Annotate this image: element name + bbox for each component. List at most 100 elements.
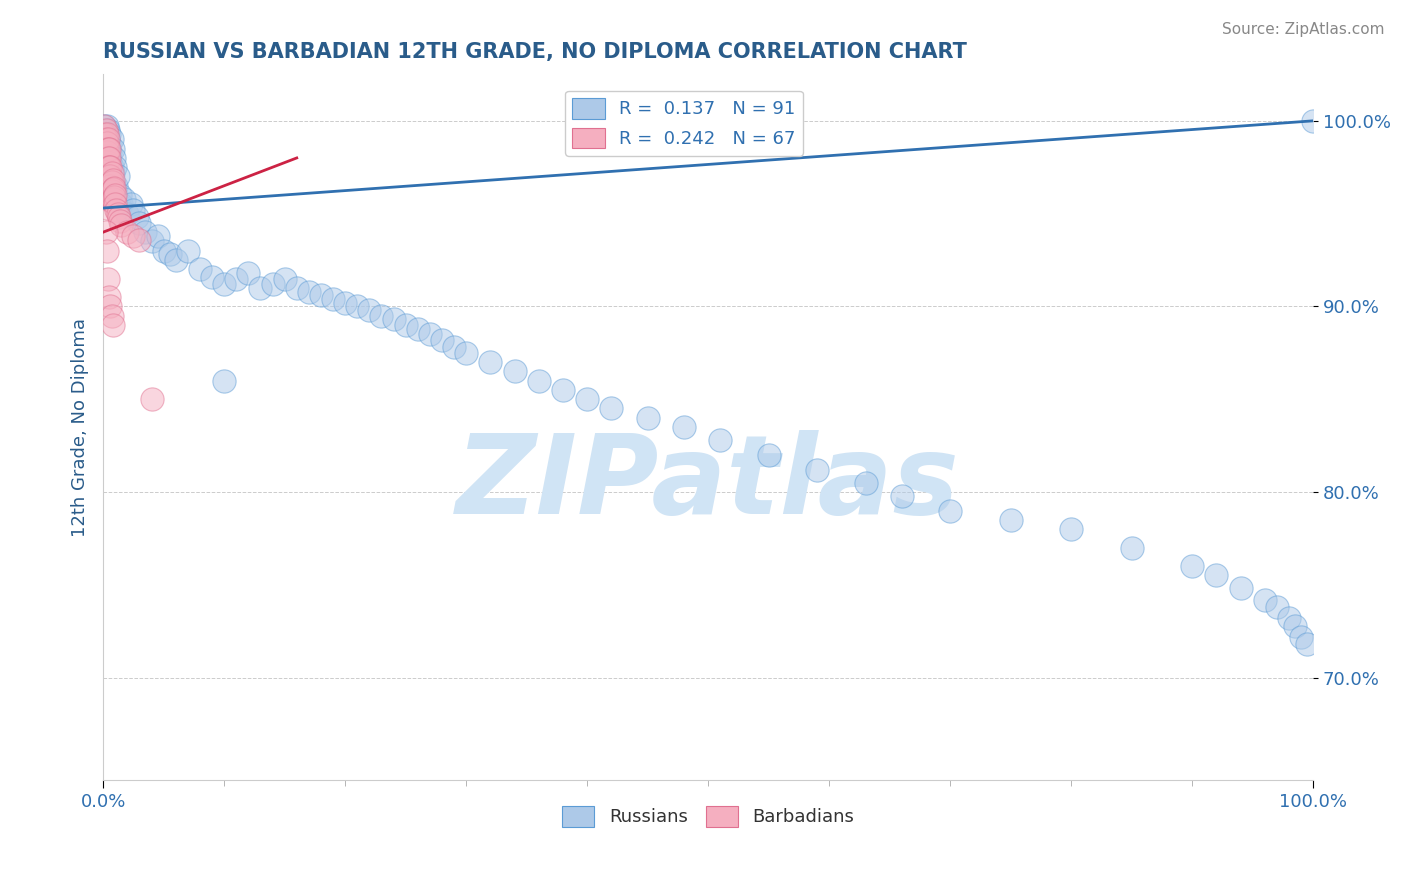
Point	[107, 206, 129, 220]
Point	[107, 169, 129, 184]
Point	[93, 134, 115, 148]
Point	[93, 156, 115, 170]
Point	[576, 392, 599, 407]
Point	[103, 190, 125, 204]
Point	[1284, 618, 1306, 632]
Point	[96, 127, 118, 141]
Point	[1278, 611, 1301, 625]
Point	[262, 277, 284, 292]
Point	[96, 173, 118, 187]
Point	[94, 123, 117, 137]
Point	[1296, 637, 1319, 651]
Point	[98, 136, 121, 150]
Point	[159, 247, 181, 261]
Point	[97, 178, 120, 193]
Point	[97, 123, 120, 137]
Point	[96, 182, 118, 196]
Point	[117, 225, 139, 239]
Point	[122, 228, 145, 243]
Point	[98, 169, 121, 184]
Point	[285, 281, 308, 295]
Point	[94, 169, 117, 184]
Point	[1289, 630, 1312, 644]
Point	[1000, 513, 1022, 527]
Point	[333, 295, 356, 310]
Point	[103, 178, 125, 193]
Point	[890, 489, 912, 503]
Point	[152, 244, 174, 258]
Point	[146, 228, 169, 243]
Point	[238, 266, 260, 280]
Point	[104, 197, 127, 211]
Point	[382, 312, 405, 326]
Point	[96, 136, 118, 150]
Point	[212, 277, 235, 292]
Point	[97, 142, 120, 156]
Point	[98, 160, 121, 174]
Point	[273, 271, 295, 285]
Point	[100, 169, 122, 184]
Point	[96, 145, 118, 160]
Point	[322, 292, 344, 306]
Point	[103, 180, 125, 194]
Point	[105, 202, 128, 217]
Point	[456, 346, 478, 360]
Point	[96, 154, 118, 169]
Point	[100, 154, 122, 169]
Point	[93, 127, 115, 141]
Point	[108, 188, 131, 202]
Point	[97, 132, 120, 146]
Point	[100, 160, 122, 174]
Point	[100, 309, 122, 323]
Point	[527, 374, 550, 388]
Point	[100, 166, 122, 180]
Point	[112, 192, 135, 206]
Point	[110, 197, 132, 211]
Point	[101, 166, 124, 180]
Point	[128, 216, 150, 230]
Point	[128, 233, 150, 247]
Point	[93, 142, 115, 156]
Point	[1254, 592, 1277, 607]
Point	[94, 160, 117, 174]
Point	[1205, 568, 1227, 582]
Point	[94, 127, 117, 141]
Point	[108, 211, 131, 225]
Point	[101, 142, 124, 156]
Point	[672, 420, 695, 434]
Point	[201, 269, 224, 284]
Point	[125, 211, 148, 225]
Point	[600, 401, 623, 416]
Y-axis label: 12th Grade, No Diploma: 12th Grade, No Diploma	[72, 318, 89, 536]
Text: ZIPatlas: ZIPatlas	[457, 430, 960, 537]
Point	[98, 188, 121, 202]
Point	[94, 132, 117, 146]
Point	[98, 290, 121, 304]
Point	[855, 475, 877, 490]
Point	[939, 503, 962, 517]
Point	[104, 188, 127, 202]
Point	[100, 160, 122, 174]
Point	[225, 271, 247, 285]
Point	[94, 142, 117, 156]
Point	[758, 448, 780, 462]
Point	[100, 178, 122, 193]
Point	[96, 160, 118, 174]
Point	[1265, 600, 1288, 615]
Point	[101, 192, 124, 206]
Point	[419, 327, 441, 342]
Point	[97, 151, 120, 165]
Point	[177, 244, 200, 258]
Point	[108, 214, 131, 228]
Point	[249, 281, 271, 295]
Point	[1302, 113, 1324, 128]
Point	[346, 299, 368, 313]
Point	[709, 433, 731, 447]
Point	[108, 197, 131, 211]
Point	[94, 188, 117, 202]
Point	[98, 142, 121, 156]
Point	[443, 340, 465, 354]
Point	[212, 374, 235, 388]
Point	[100, 299, 122, 313]
Point	[104, 160, 127, 174]
